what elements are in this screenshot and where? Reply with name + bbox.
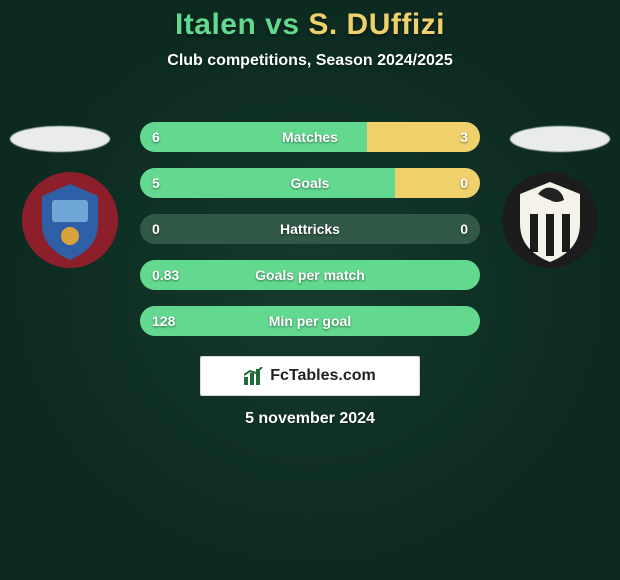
club-crest-left bbox=[20, 170, 120, 270]
crest-right-svg bbox=[500, 170, 600, 270]
crest-right-stripe-3 bbox=[562, 214, 570, 252]
infographic-canvas: Italen vs S. DUffizi Club competitions, … bbox=[0, 0, 620, 580]
date-text: 5 november 2024 bbox=[0, 410, 620, 428]
club-crest-right bbox=[500, 170, 600, 270]
crest-right-stripe-2 bbox=[546, 214, 554, 256]
bar-row: Goals5 0 bbox=[140, 168, 480, 198]
bar-value-left: 5 bbox=[152, 168, 160, 198]
title-vs: vs bbox=[256, 8, 308, 41]
subtitle: Club competitions, Season 2024/2025 bbox=[0, 52, 620, 70]
bar-label: Min per goal bbox=[140, 306, 480, 336]
bar-label: Hattricks bbox=[140, 214, 480, 244]
crest-left-panel bbox=[52, 200, 88, 222]
title-left-player: Italen bbox=[175, 8, 256, 41]
crest-right-stripe-1 bbox=[530, 214, 538, 252]
bar-label: Matches bbox=[140, 122, 480, 152]
bar-row: Goals per match0.83 bbox=[140, 260, 480, 290]
bar-value-right: 0 bbox=[460, 214, 468, 244]
bar-label: Goals bbox=[140, 168, 480, 198]
attribution-badge: FcTables.com bbox=[200, 356, 420, 396]
chart-icon bbox=[244, 367, 264, 385]
bar-value-right: 3 bbox=[460, 122, 468, 152]
crest-left-svg bbox=[20, 170, 120, 270]
bar-row: Hattricks0 0 bbox=[140, 214, 480, 244]
shadow-right bbox=[510, 126, 610, 152]
bar-value-left: 0.83 bbox=[152, 260, 179, 290]
bar-value-left: 128 bbox=[152, 306, 175, 336]
title-right-player: S. DUffizi bbox=[308, 8, 445, 41]
shadow-left bbox=[10, 126, 110, 152]
bar-value-left: 6 bbox=[152, 122, 160, 152]
bar-label: Goals per match bbox=[140, 260, 480, 290]
bar-row: Matches6 3 bbox=[140, 122, 480, 152]
attribution-text: FcTables.com bbox=[270, 367, 376, 385]
title: Italen vs S. DUffizi bbox=[0, 0, 620, 42]
crest-left-badge bbox=[61, 227, 79, 245]
bar-row: Min per goal128 bbox=[140, 306, 480, 336]
comparison-bars: Matches63Goals50Hattricks00Goals per mat… bbox=[140, 122, 480, 352]
bar-value-left: 0 bbox=[152, 214, 160, 244]
bar-value-right: 0 bbox=[460, 168, 468, 198]
